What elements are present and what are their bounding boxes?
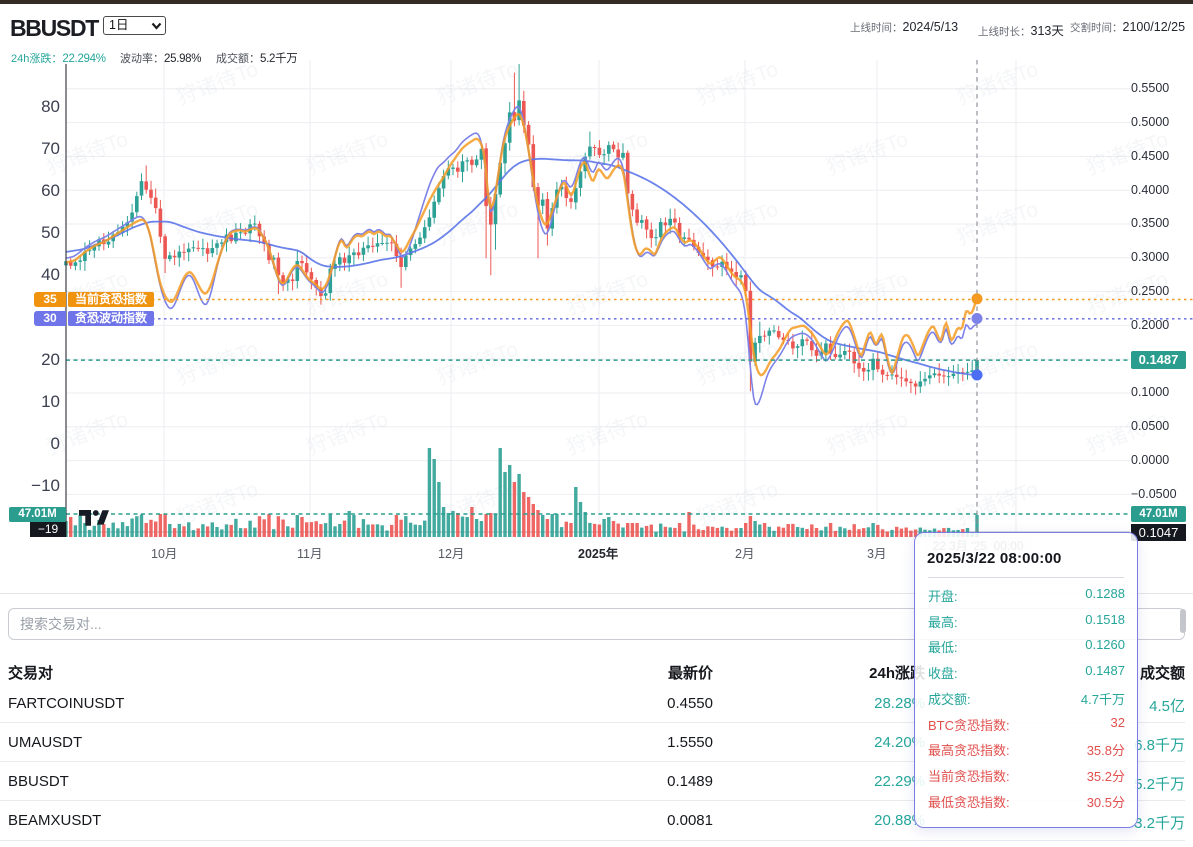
svg-text:狩诸待To: 狩诸待To — [0, 53, 2, 112]
svg-text:狩诸待To: 狩诸待To — [692, 53, 782, 112]
svg-text:狩诸待To: 狩诸待To — [432, 333, 522, 392]
svg-text:狩诸待To: 狩诸待To — [172, 53, 262, 112]
svg-text:狩诸待To: 狩诸待To — [302, 263, 392, 322]
svg-text:狩诸待To: 狩诸待To — [952, 53, 1042, 112]
svg-text:狩诸待To: 狩诸待To — [302, 123, 392, 182]
svg-text:狩诸待To: 狩诸待To — [692, 473, 782, 532]
svg-text:狩诸待To: 狩诸待To — [952, 473, 1042, 532]
svg-text:狩诸待To: 狩诸待To — [432, 193, 522, 252]
svg-text:狩诸待To: 狩诸待To — [562, 123, 652, 182]
svg-text:狩诸待To: 狩诸待To — [432, 53, 522, 112]
svg-text:狩诸待To: 狩诸待To — [692, 333, 782, 392]
svg-text:狩诸待To: 狩诸待To — [562, 263, 652, 322]
svg-text:狩诸待To: 狩诸待To — [822, 263, 912, 322]
svg-text:狩诸待To: 狩诸待To — [0, 473, 2, 532]
svg-text:狩诸待To: 狩诸待To — [952, 333, 1042, 392]
svg-text:狩诸待To: 狩诸待To — [562, 403, 652, 462]
svg-text:狩诸待To: 狩诸待To — [822, 403, 912, 462]
svg-text:狩诸待To: 狩诸待To — [822, 123, 912, 182]
svg-text:狩诸待To: 狩诸待To — [302, 403, 392, 462]
svg-text:狩诸待To: 狩诸待To — [692, 193, 782, 252]
svg-text:狩诸待To: 狩诸待To — [0, 333, 2, 392]
svg-text:狩诸待To: 狩诸待To — [172, 333, 262, 392]
svg-text:狩诸待To: 狩诸待To — [952, 193, 1042, 252]
svg-text:狩诸待To: 狩诸待To — [0, 193, 2, 252]
